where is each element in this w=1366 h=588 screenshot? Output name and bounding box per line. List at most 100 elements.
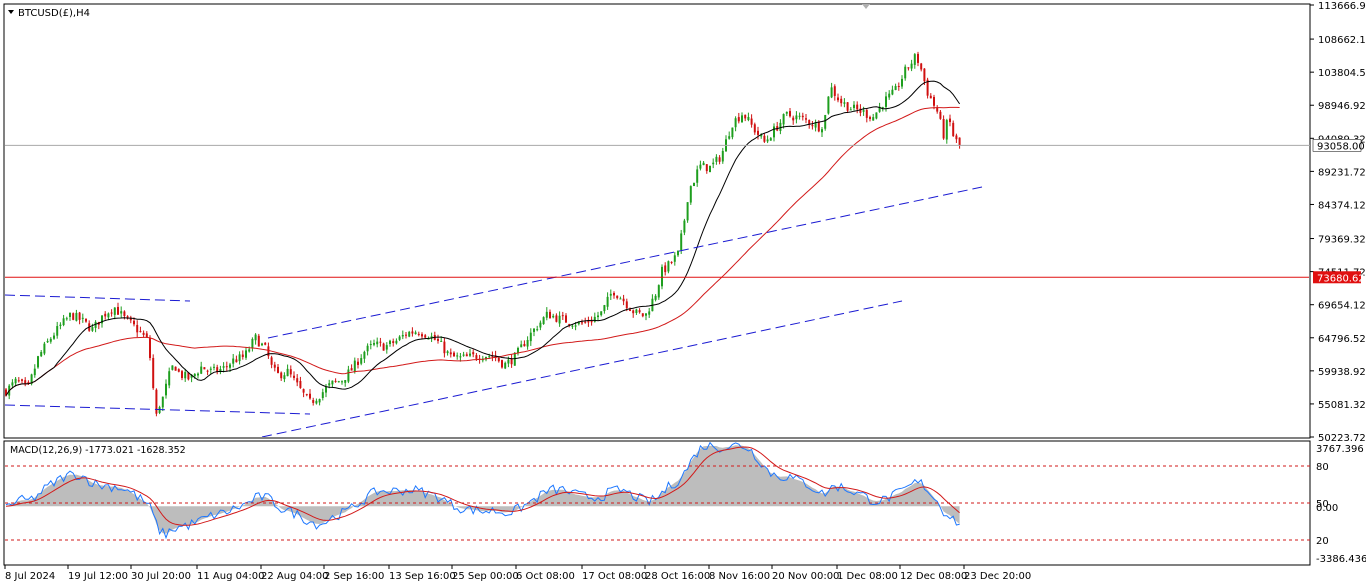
current-price-badge [1312, 139, 1362, 152]
candle [734, 116, 737, 132]
candle [197, 372, 199, 379]
macd-signal-line [5, 446, 960, 526]
candle [299, 376, 302, 389]
candle [741, 112, 743, 123]
candle [107, 312, 110, 321]
candle [465, 352, 468, 357]
candle [728, 131, 731, 140]
candle [693, 182, 695, 187]
candle [14, 377, 17, 387]
time-axis[interactable]: 8 Jul 2024 19 Jul 12:00 30 Jul 20:00 11 Aug… [4, 565, 1031, 582]
candle [117, 302, 119, 315]
candle [305, 393, 308, 397]
candle [181, 369, 183, 381]
channel-upper-line[interactable] [267, 186, 983, 339]
candle [715, 154, 718, 165]
candle [597, 311, 599, 321]
candle [142, 330, 145, 338]
candle [334, 378, 337, 383]
candle [696, 165, 699, 187]
candle [280, 371, 283, 381]
candle [936, 105, 939, 114]
channel-lower-line[interactable] [261, 300, 903, 437]
candle [33, 364, 36, 378]
candle [75, 309, 78, 322]
candle [824, 114, 827, 131]
candle [65, 316, 68, 321]
candle [347, 365, 350, 384]
candle [833, 84, 836, 101]
candle [897, 82, 900, 91]
candle [616, 295, 619, 300]
triangle-down-icon[interactable] [8, 10, 14, 14]
candle [469, 348, 471, 358]
candle [94, 320, 97, 333]
macd-axis-label: 20 [1316, 536, 1329, 547]
candle [869, 115, 871, 122]
candle [926, 77, 929, 99]
range-lower-line[interactable] [5, 404, 311, 415]
candle [241, 350, 244, 360]
candle [558, 311, 561, 327]
candle [750, 114, 753, 128]
candle [517, 346, 519, 356]
time-tick-label: 8 Nov 16:00 [709, 571, 770, 582]
candle [894, 83, 897, 91]
candle [875, 112, 878, 120]
price-tick-label: 113666.90 [1318, 1, 1366, 12]
candle [939, 109, 942, 120]
candle [261, 342, 263, 347]
candle [766, 135, 769, 144]
candle [53, 332, 55, 340]
candle [645, 313, 647, 321]
candle [17, 377, 20, 383]
candle [603, 304, 606, 314]
candle [174, 366, 177, 371]
candle [638, 308, 641, 314]
candle [385, 342, 388, 354]
candle [497, 357, 500, 363]
candle [462, 351, 465, 357]
macd-axis[interactable]: 3767.396 80 500.00 20 -3386.436 [1316, 444, 1366, 565]
candle [11, 379, 14, 389]
candle [389, 339, 391, 347]
candle [600, 311, 603, 317]
candle [344, 380, 347, 387]
candle [456, 352, 459, 360]
price-tick-label: 50223.72 [1318, 433, 1366, 444]
drawn-trendlines[interactable] [5, 186, 1310, 437]
candle [81, 313, 84, 323]
candle [910, 59, 913, 72]
candle [453, 351, 455, 357]
candle [913, 53, 916, 69]
range-upper-line[interactable] [5, 294, 191, 302]
candle [145, 331, 148, 339]
candle [565, 313, 567, 323]
candle [225, 361, 228, 371]
price-tick-label: 64796.52 [1318, 334, 1366, 345]
candle [360, 354, 363, 366]
candle [379, 337, 382, 347]
candle [366, 343, 369, 356]
candle [590, 316, 593, 326]
candle [545, 307, 548, 321]
candle [430, 332, 433, 343]
candle [401, 330, 404, 340]
candle [561, 311, 564, 321]
price-panel[interactable] [3, 3, 1311, 439]
candle [177, 368, 180, 373]
candle [907, 67, 910, 71]
candle [49, 337, 52, 344]
candle [587, 316, 590, 327]
candle [779, 119, 782, 135]
candle [120, 306, 123, 319]
candle [264, 342, 267, 346]
macd-label: MACD(12,26,9) -1773.021 -1628.352 [10, 445, 186, 456]
candle [529, 328, 532, 346]
price-axis[interactable]: 113666.90108662.12103804.5498946.9294089… [1310, 1, 1366, 444]
triangle-down-icon[interactable] [862, 4, 870, 9]
candle [417, 331, 420, 337]
candle [814, 119, 817, 132]
candle [321, 388, 324, 401]
